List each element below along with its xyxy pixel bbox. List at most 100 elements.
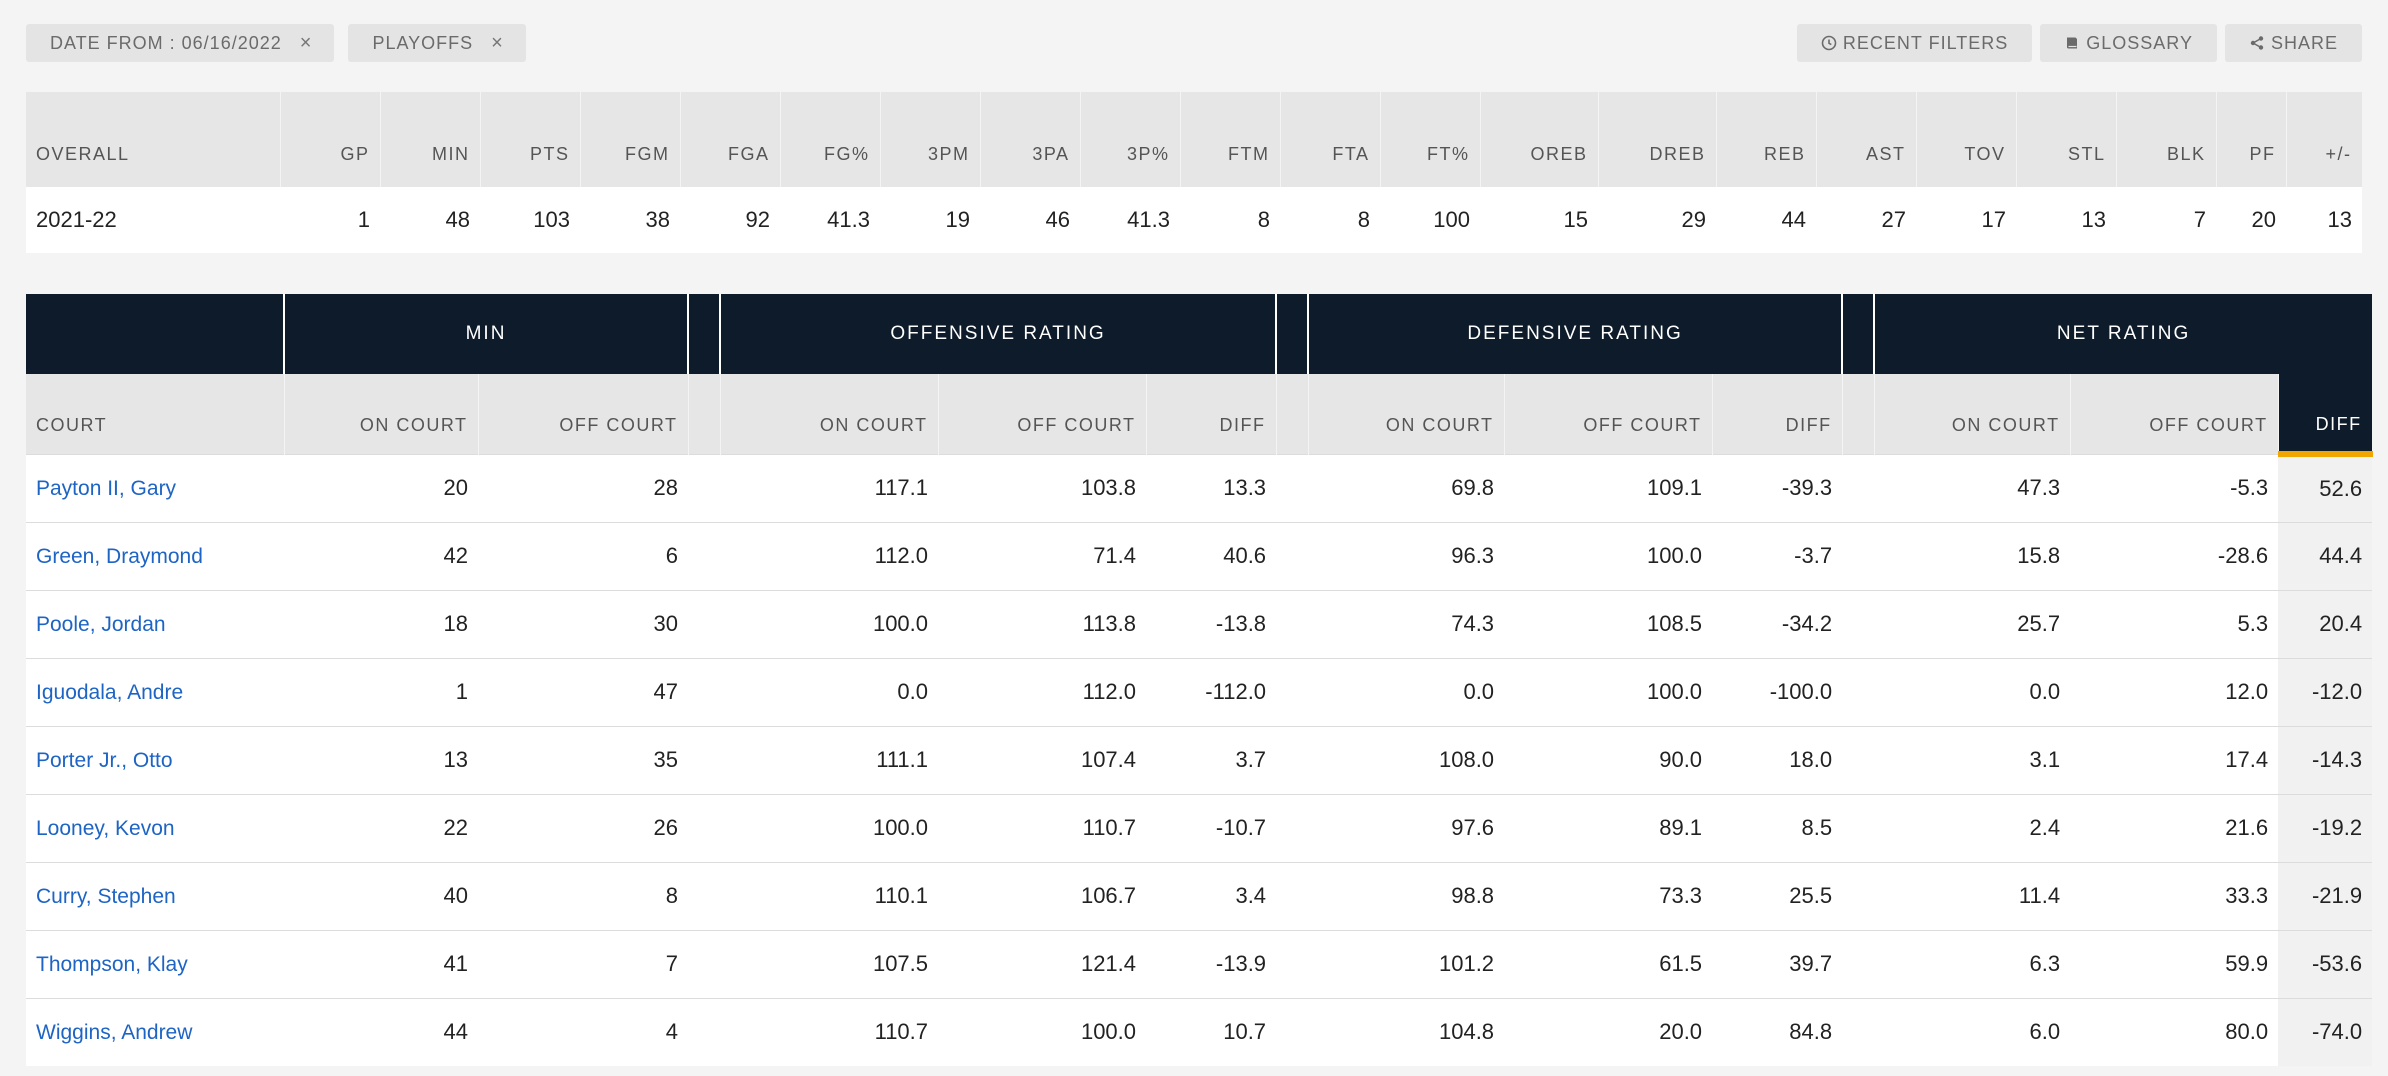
close-icon[interactable]: ×: [299, 31, 313, 54]
column-header[interactable]: AST: [1816, 92, 1917, 187]
column-header-off-diff[interactable]: DIFF: [1146, 374, 1277, 454]
column-header: OVERALL: [26, 92, 281, 187]
spacer-cell: [1842, 929, 1875, 998]
column-header[interactable]: +/-: [2286, 92, 2363, 187]
stat-cell-off-off: 103.8: [938, 453, 1147, 522]
column-header-def-on[interactable]: ON COURT: [1308, 374, 1505, 454]
column-header[interactable]: FTM: [1180, 92, 1281, 187]
column-header[interactable]: FGA: [680, 92, 781, 187]
stat-cell-def-diff: -3.7: [1712, 521, 1843, 590]
column-header-net-diff-sorted[interactable]: DIFF: [2278, 374, 2373, 457]
column-header[interactable]: BLK: [2116, 92, 2217, 187]
column-header[interactable]: FG%: [780, 92, 881, 187]
stat-cell-off-diff: -112.0: [1146, 657, 1277, 726]
player-link[interactable]: Thompson, Klay: [36, 953, 188, 976]
player-link[interactable]: Looney, Kevon: [36, 817, 175, 840]
column-header[interactable]: FGM: [580, 92, 681, 187]
player-link[interactable]: Curry, Stephen: [36, 885, 176, 908]
overall-stats-table: OVERALL GP MIN PTS FGM FGA FG% 3PM 3PA 3…: [26, 92, 2363, 253]
column-header[interactable]: FTA: [1280, 92, 1381, 187]
stat-cell-off-diff: 40.6: [1146, 521, 1277, 590]
stat-cell-min-off: 47: [478, 657, 689, 726]
stat-cell-off-off: 113.8: [938, 589, 1147, 658]
column-header[interactable]: 3PM: [880, 92, 981, 187]
spacer-cell: [1842, 453, 1875, 522]
player-link[interactable]: Wiggins, Andrew: [36, 1021, 193, 1045]
player-link[interactable]: Porter Jr., Otto: [36, 749, 173, 772]
stat-cell-net-off: 21.6: [2070, 793, 2279, 862]
column-header[interactable]: REB: [1716, 92, 1817, 187]
stat-cell-def-diff: 18.0: [1712, 725, 1843, 794]
column-header[interactable]: PF: [2216, 92, 2287, 187]
overall-header-row: OVERALL GP MIN PTS FGM FGA FG% 3PM 3PA 3…: [26, 92, 2363, 187]
column-header-net-on[interactable]: ON COURT: [1874, 374, 2071, 454]
stat-cell: 7: [2116, 187, 2216, 253]
recent-filters-button[interactable]: RECENT FILTERS: [1796, 24, 2033, 62]
column-header[interactable]: OREB: [1480, 92, 1599, 187]
player-link[interactable]: Iguodala, Andre: [36, 681, 184, 704]
column-header-def-diff[interactable]: DIFF: [1712, 374, 1843, 454]
column-header-def-off[interactable]: OFF COURT: [1504, 374, 1713, 454]
column-header[interactable]: DREB: [1598, 92, 1717, 187]
table-row: Porter Jr., Otto 13 35 111.1 107.4 3.7 108.0 90…: [26, 725, 2373, 794]
stat-cell-def-off: 109.1: [1504, 453, 1713, 522]
player-link[interactable]: Poole, Jordan: [36, 613, 166, 636]
spacer-cell: [688, 657, 721, 726]
column-header-min-off[interactable]: OFF COURT: [478, 374, 689, 454]
column-header[interactable]: PTS: [480, 92, 581, 187]
table-row: Payton II, Gary 20 28 117.1 103.8 13.3 69.8 109…: [26, 453, 2373, 522]
stat-cell-off-off: 121.4: [938, 929, 1147, 998]
column-header-off-on[interactable]: ON COURT: [720, 374, 939, 454]
spacer-cell: [1842, 725, 1875, 794]
table-row: Green, Draymond 42 6 112.0 71.4 40.6 96.3 100.0…: [26, 521, 2373, 590]
close-icon[interactable]: ×: [491, 31, 504, 54]
active-filters: DATE FROM : 06/16/2022 × PLAYOFFS ×: [26, 24, 526, 62]
stat-cell-def-off: 100.0: [1504, 657, 1713, 726]
stat-cell-min-off: 28: [478, 453, 689, 522]
stat-cell-net-diff: -53.6: [2278, 929, 2373, 998]
column-header-off-off[interactable]: OFF COURT: [938, 374, 1147, 454]
stat-cell-net-diff: 44.4: [2278, 521, 2373, 590]
filter-chip-season-type[interactable]: PLAYOFFS ×: [348, 24, 526, 62]
stat-cell-def-diff: 84.8: [1712, 997, 1843, 1066]
spacer-cell: [1842, 861, 1875, 930]
column-header[interactable]: GP: [280, 92, 381, 187]
share-button[interactable]: SHARE: [2224, 24, 2362, 62]
glossary-label: GLOSSARY: [2086, 32, 2193, 53]
column-header-min-on[interactable]: ON COURT: [284, 374, 479, 454]
column-header[interactable]: MIN: [380, 92, 481, 187]
player-cell: Curry, Stephen: [26, 861, 284, 930]
stat-cell-min-on: 20: [284, 453, 478, 522]
spacer-cell: [1842, 657, 1875, 726]
stat-cell-net-on: 47.3: [1874, 453, 2071, 522]
stat-cell-off-on: 0.0: [720, 657, 939, 726]
filter-chip-date[interactable]: DATE FROM : 06/16/2022 ×: [26, 24, 335, 62]
glossary-button[interactable]: GLOSSARY: [2040, 24, 2217, 62]
book-icon: [2067, 37, 2078, 49]
column-header[interactable]: STL: [2016, 92, 2117, 187]
stat-cell: 100: [1380, 187, 1480, 253]
table-row: Wiggins, Andrew 44 4 110.7 100.0 10.7 104.8 20.…: [26, 997, 2373, 1066]
column-header-net-off[interactable]: OFF COURT: [2070, 374, 2279, 454]
column-header[interactable]: TOV: [1916, 92, 2017, 187]
player-link[interactable]: Payton II, Gary: [36, 477, 177, 500]
player-link[interactable]: Green, Draymond: [36, 545, 203, 568]
spacer-cell: [688, 861, 721, 930]
stat-cell-off-on: 110.7: [720, 997, 939, 1066]
stat-cell-net-off: 17.4: [2070, 725, 2279, 794]
player-cell: Iguodala, Andre: [26, 657, 284, 726]
recent-filters-label: RECENT FILTERS: [1842, 32, 2009, 53]
column-header-court[interactable]: COURT: [26, 374, 285, 454]
stat-cell-net-off: 5.3: [2070, 589, 2279, 658]
stat-cell-off-diff: -13.8: [1146, 589, 1277, 658]
stat-cell-net-diff: -14.3: [2278, 725, 2373, 794]
column-header[interactable]: FT%: [1380, 92, 1481, 187]
table-row: Thompson, Klay 41 7 107.5 121.4 -13.9 101.2 61.…: [26, 929, 2373, 998]
column-header[interactable]: 3P%: [1080, 92, 1181, 187]
stat-cell: 44: [1716, 187, 1816, 253]
column-header[interactable]: 3PA: [980, 92, 1081, 187]
stat-cell-def-off: 90.0: [1504, 725, 1713, 794]
group-header-net-rating: NET RATING: [1874, 294, 2373, 374]
stat-cell-def-diff: -100.0: [1712, 657, 1843, 726]
stat-cell: 8: [1280, 187, 1380, 253]
